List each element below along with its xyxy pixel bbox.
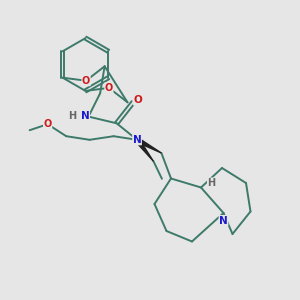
Text: N: N xyxy=(81,111,89,121)
Text: O: O xyxy=(133,95,142,105)
Text: H: H xyxy=(68,111,76,121)
Polygon shape xyxy=(135,138,154,161)
Polygon shape xyxy=(136,138,161,153)
Text: O: O xyxy=(82,76,90,86)
Text: H: H xyxy=(207,178,216,188)
Text: N: N xyxy=(133,135,141,145)
Text: N: N xyxy=(219,215,228,226)
Text: O: O xyxy=(44,119,52,129)
Text: O: O xyxy=(105,83,113,93)
